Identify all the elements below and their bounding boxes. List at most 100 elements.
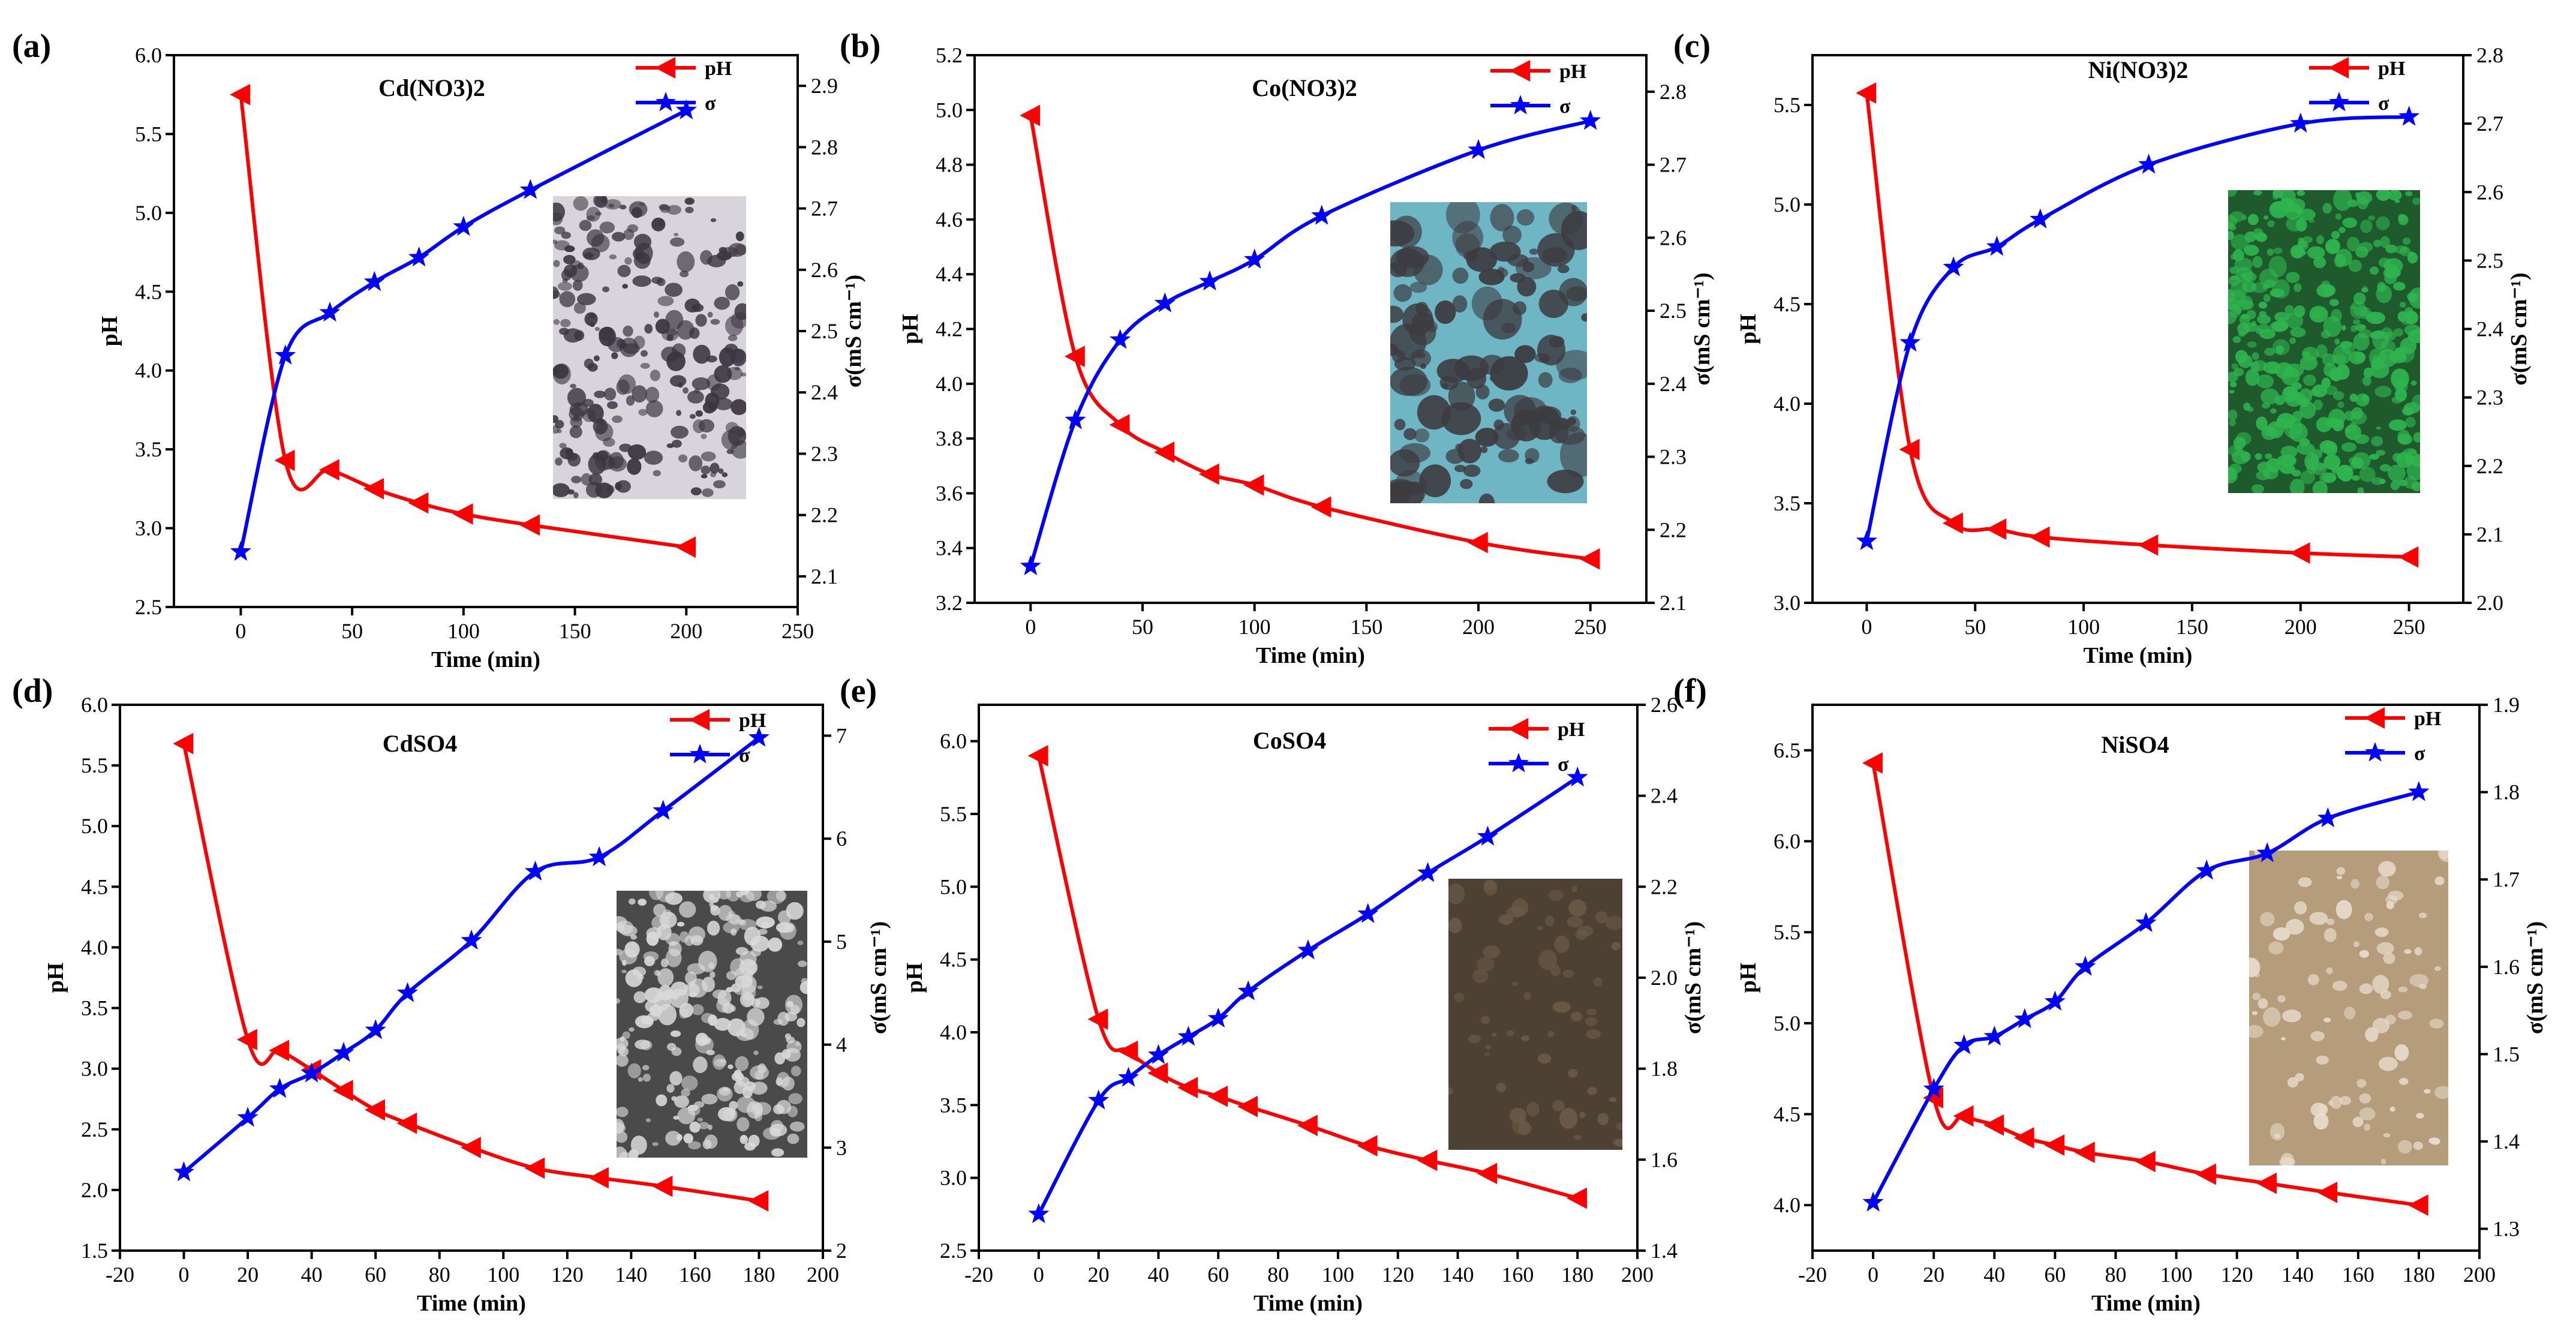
ph-point — [1467, 531, 1488, 554]
x-tick-label: -20 — [964, 1263, 993, 1287]
legend-star-icon — [655, 92, 677, 112]
sigma-point — [1468, 139, 1489, 160]
y2-tick-label: 2.7 — [1660, 153, 1687, 177]
chart-title: Cd(NO3)2 — [378, 74, 485, 101]
sigma-point — [2138, 154, 2160, 174]
sigma-point — [653, 800, 674, 820]
sigma-point — [1953, 1034, 1975, 1054]
x-tick-label: 180 — [743, 1263, 775, 1287]
y2-tick-label: 2 — [836, 1239, 847, 1263]
legend-triangle-icon — [2328, 57, 2349, 79]
x-tick-label: 180 — [1561, 1263, 1594, 1287]
sigma-point — [675, 99, 697, 119]
sigma-point — [2044, 990, 2066, 1011]
x-tick-label: 100 — [487, 1263, 519, 1287]
ph-point — [2044, 1134, 2065, 1156]
legend-triangle-icon — [1510, 60, 1531, 82]
ph-point — [588, 1167, 609, 1189]
x-tick-label: 0 — [235, 619, 246, 643]
sigma-point — [1177, 1026, 1199, 1046]
ph-point — [524, 1157, 545, 1179]
y-tick-label: 3.5 — [135, 437, 162, 461]
ph-point — [1207, 1085, 1228, 1107]
y-axis-title: pH — [898, 314, 923, 344]
y2-tick-label: 2.6 — [1651, 693, 1678, 717]
sigma-point — [1856, 530, 1877, 551]
ph-point — [1417, 1149, 1438, 1171]
ph-point — [1087, 1008, 1108, 1030]
sigma-point — [275, 344, 296, 365]
ph-point — [2196, 1163, 2216, 1185]
y-axis-title: pH — [43, 963, 68, 993]
y2-tick-label: 1.5 — [2493, 1042, 2520, 1066]
legend-label: pH — [1558, 719, 1585, 741]
sigma-point — [519, 179, 541, 199]
ph-point — [1198, 463, 1219, 485]
plot-frame — [119, 704, 824, 1252]
y-tick-label: 5.5 — [1774, 93, 1801, 117]
sigma-point — [1110, 329, 1131, 349]
sigma-point — [230, 540, 251, 561]
sigma-point — [1028, 1203, 1050, 1224]
ph-point — [1986, 518, 2007, 540]
sigma-point — [2290, 112, 2312, 133]
bsd-cdso4-deposit — [617, 891, 807, 1158]
bsd-niso4-deposit — [2249, 851, 2448, 1165]
y-tick-label: 3.8 — [936, 426, 963, 450]
y2-axis-title: σ(mS cm⁻¹) — [866, 921, 891, 1034]
x-tick-label: 200 — [1462, 615, 1495, 639]
legend-label: σ — [739, 744, 750, 767]
bsd-cd-no3-deposit — [553, 196, 746, 499]
ph-point — [1177, 1077, 1198, 1099]
y-tick-label: 3.5 — [940, 1093, 967, 1117]
ph-point — [396, 1112, 417, 1134]
y-tick-label: 1.5 — [81, 1239, 108, 1263]
y-tick-label: 5.0 — [1774, 193, 1801, 217]
sigma-point — [365, 1019, 386, 1039]
x-tick-label: 0 — [1868, 1263, 1878, 1287]
x-tick-label: 200 — [1621, 1263, 1654, 1287]
ph-point — [230, 83, 251, 106]
ph-point — [1109, 414, 1130, 436]
y-tick-label: 4.0 — [936, 372, 963, 396]
sigma-point — [1580, 110, 1601, 130]
y2-tick-label: 2.8 — [811, 135, 838, 159]
y-tick-label: 5.2 — [936, 43, 963, 67]
x-tick-label: 160 — [2342, 1263, 2374, 1287]
y-tick-label: 6.0 — [940, 729, 967, 753]
x-tick-label: 250 — [1574, 615, 1607, 639]
y-axis-title: pH — [902, 963, 927, 993]
sigma-point — [363, 271, 385, 292]
y-tick-label: 4.5 — [135, 280, 162, 304]
x-tick-label: 60 — [2044, 1263, 2066, 1287]
ph-point — [332, 1080, 353, 1101]
y-tick-label: 4.8 — [936, 153, 963, 177]
y2-tick-label: 2.4 — [811, 380, 838, 404]
legend-triangle-icon — [689, 709, 710, 731]
chart-title: CdSO4 — [383, 730, 458, 757]
ph-point — [1147, 1062, 1168, 1084]
ph-point — [1856, 82, 1877, 104]
y2-tick-label: 1.4 — [2493, 1129, 2520, 1153]
x-tick-label: 40 — [1147, 1263, 1169, 1287]
y2-tick-label: 2.1 — [1660, 591, 1687, 615]
y-tick-label: 4.6 — [936, 208, 963, 232]
x-tick-label: 150 — [1350, 615, 1382, 639]
sigma-point — [333, 1041, 354, 1062]
panel-label: (d) — [12, 672, 53, 710]
y-tick-label: 2.0 — [81, 1178, 108, 1202]
ph-point — [1064, 345, 1085, 367]
y2-tick-label: 1.3 — [2493, 1217, 2520, 1241]
sigma-point — [1417, 862, 1439, 882]
y2-tick-label: 1.7 — [2493, 867, 2520, 891]
x-tick-label: 0 — [179, 1263, 190, 1287]
sigma-point — [237, 1107, 258, 1127]
sigma-point — [1357, 903, 1379, 923]
y2-tick-label: 1.6 — [1651, 1147, 1678, 1171]
sigma-point — [2256, 842, 2278, 863]
series-line-sigma — [1865, 115, 2409, 542]
ph-point — [269, 1039, 290, 1062]
x-tick-label: 140 — [1442, 1263, 1474, 1287]
y2-tick-label: 2.2 — [1651, 875, 1678, 899]
x-tick-label: 120 — [2221, 1263, 2253, 1287]
